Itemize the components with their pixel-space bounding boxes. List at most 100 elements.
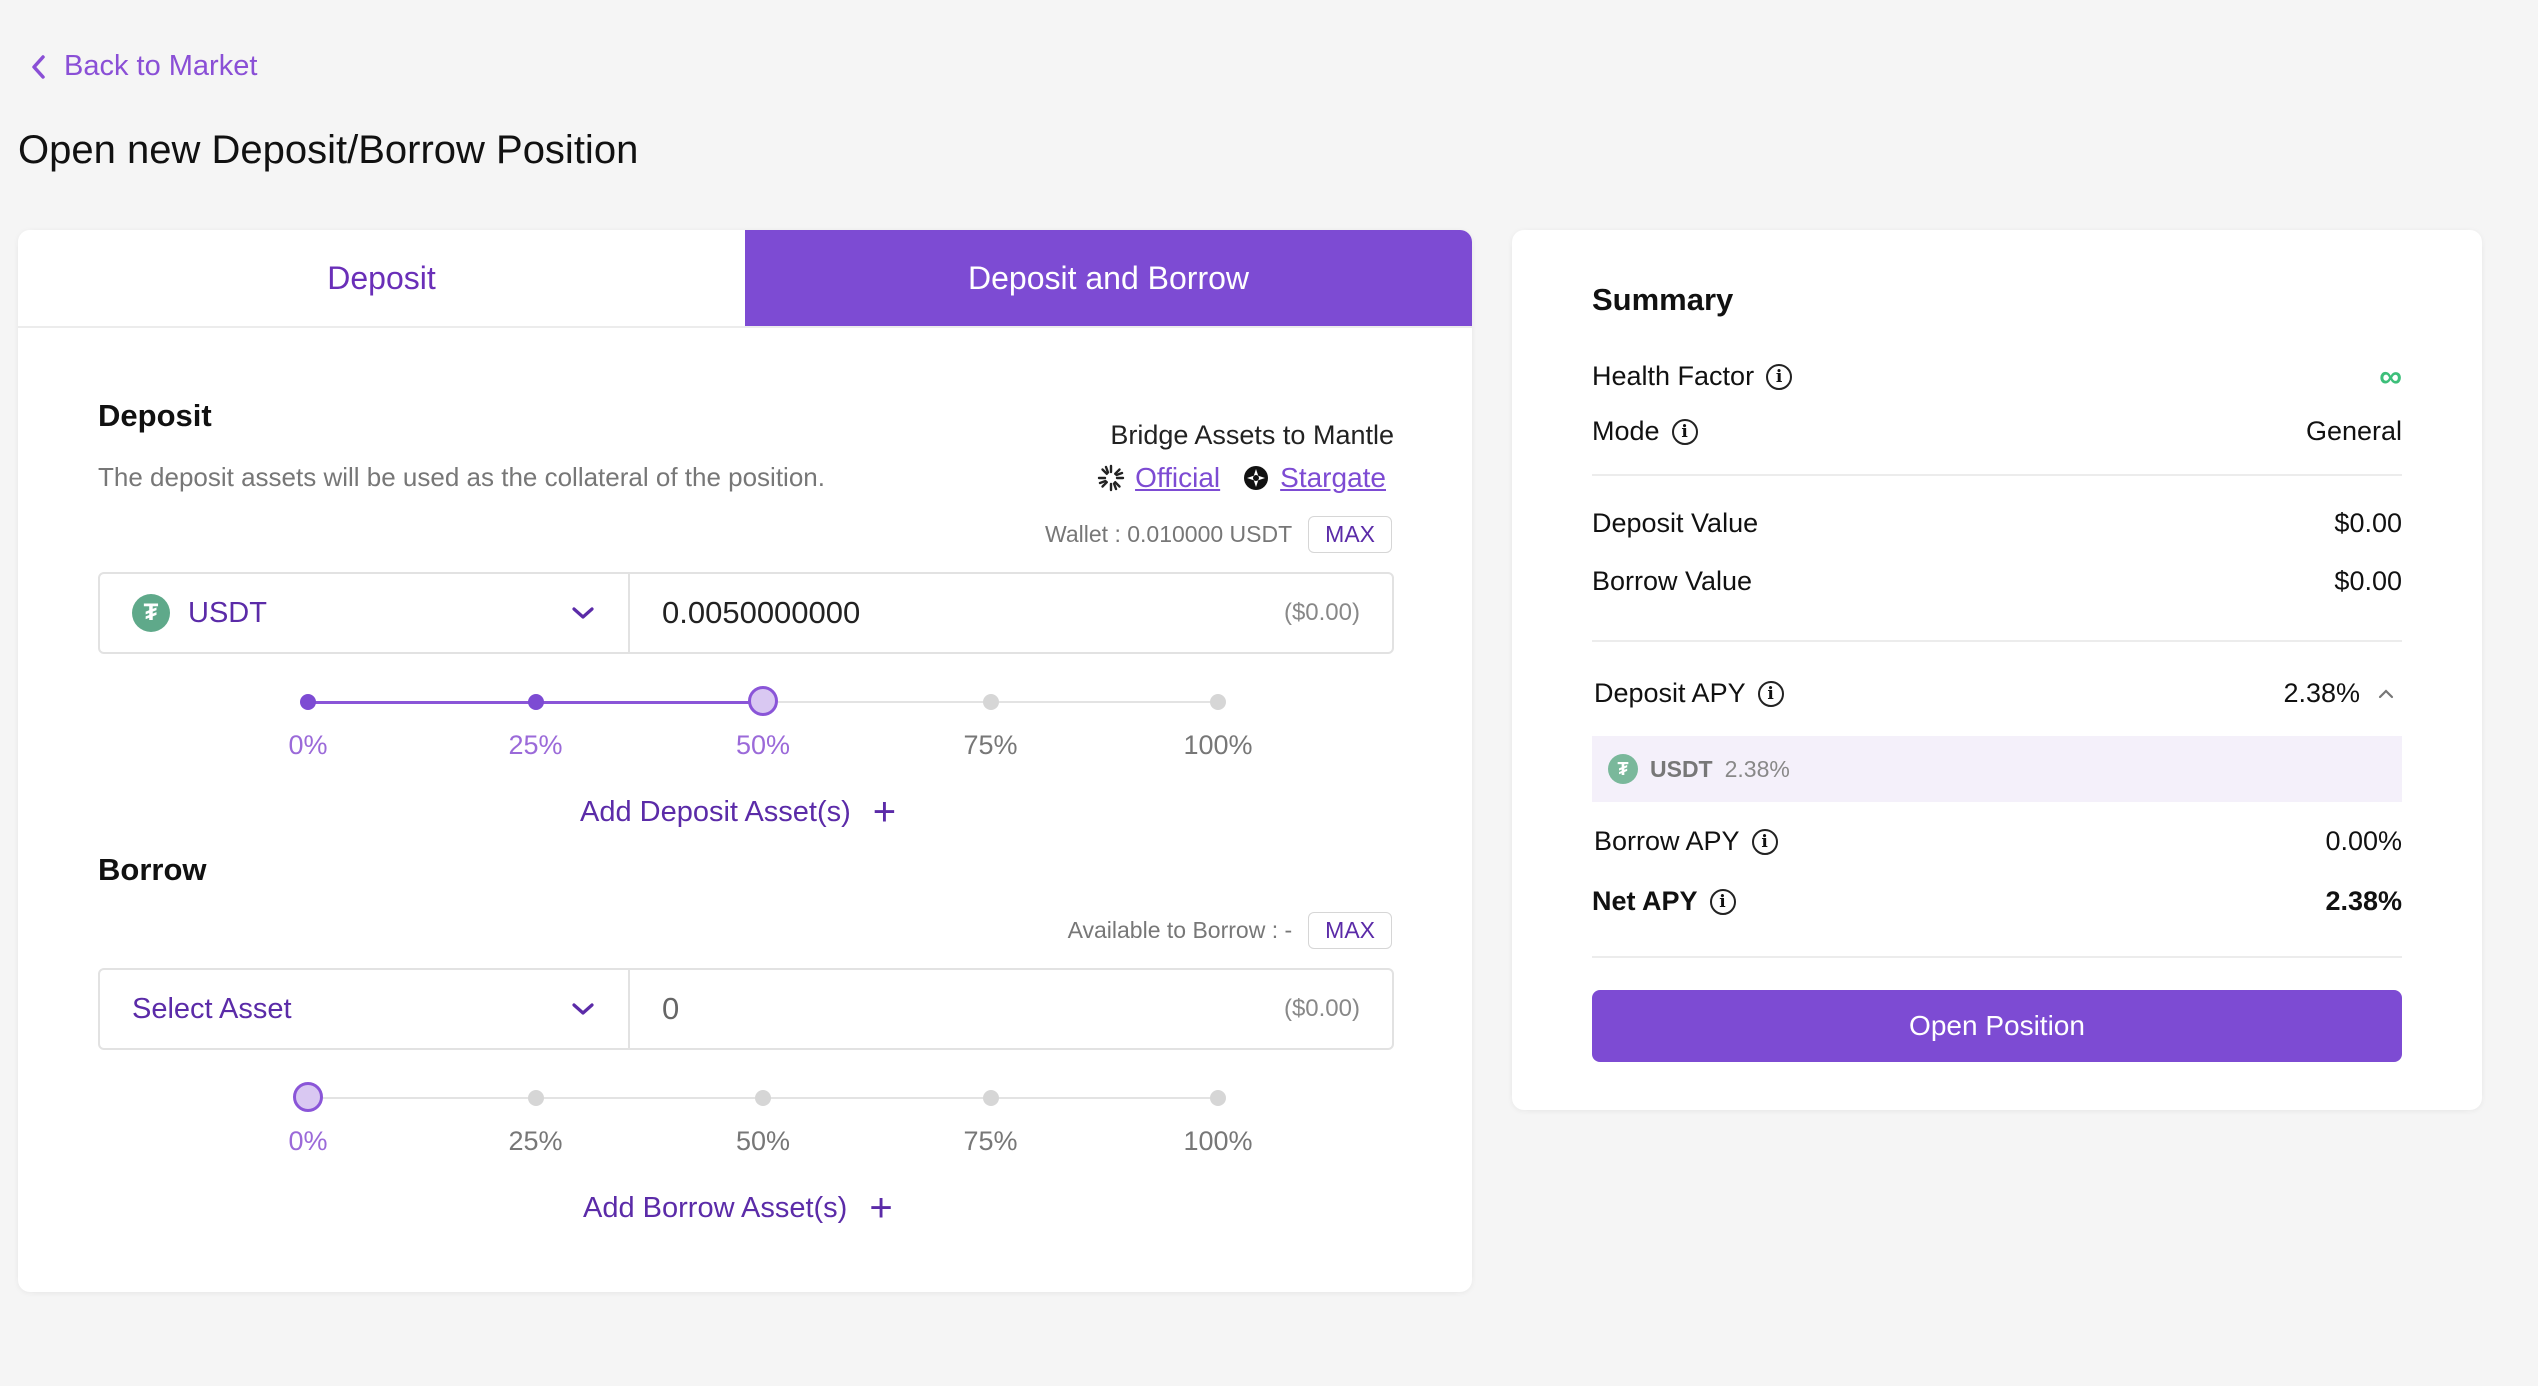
- health-factor-row: Health Factor i ∞: [1592, 358, 2402, 395]
- deposit-slider-tick-label[interactable]: 50%: [735, 730, 791, 760]
- tab-deposit-and-borrow[interactable]: Deposit and Borrow: [745, 230, 1472, 326]
- borrow-amount-value[interactable]: 0: [662, 991, 680, 1026]
- borrow-slider-tick-label[interactable]: 100%: [1183, 1126, 1253, 1156]
- add-borrow-asset-label: Add Borrow Asset(s): [583, 1191, 848, 1224]
- add-borrow-asset-button[interactable]: Add Borrow Asset(s) +: [583, 1188, 893, 1228]
- health-factor-value: ∞: [2379, 358, 2402, 394]
- borrow-section-title: Borrow: [98, 852, 207, 887]
- deposit-percent-slider[interactable]: [300, 682, 1226, 722]
- add-deposit-asset-button[interactable]: Add Deposit Asset(s) +: [580, 792, 896, 832]
- tether-icon: ₮: [132, 594, 170, 632]
- borrow-value-row: Borrow Value $0.00: [1592, 566, 2402, 597]
- deposit-slider-ticks: 0% 25% 50% 75% 100%: [288, 730, 1252, 766]
- bridge-links: Official Stargate: [1097, 462, 1386, 494]
- deposit-slider-tick-label[interactable]: 75%: [963, 730, 1018, 760]
- borrow-asset-select[interactable]: Select Asset: [100, 970, 630, 1048]
- wallet-balance-row: Wallet : 0.010000 USDT MAX: [1045, 516, 1392, 553]
- mode-value: General: [2305, 416, 2402, 446]
- deposit-value: $0.00: [2334, 508, 2402, 538]
- borrow-slider-stop[interactable]: [755, 1090, 771, 1106]
- open-position-button[interactable]: Open Position: [1592, 990, 2402, 1062]
- borrow-slider-tick-label[interactable]: 25%: [508, 1126, 563, 1156]
- borrow-slider-stop[interactable]: [982, 1090, 999, 1106]
- borrow-slider-tick-label[interactable]: 0%: [288, 1126, 328, 1156]
- net-apy-label: Net APY: [1592, 886, 1698, 916]
- deposit-apy-breakdown: ₮ USDT 2.38%: [1592, 736, 2402, 802]
- net-apy-value: 2.38%: [2325, 886, 2402, 916]
- borrow-apy-value: 0.00%: [2325, 826, 2402, 856]
- chevron-left-icon: [32, 54, 45, 79]
- health-factor-label: Health Factor: [1592, 361, 1755, 391]
- plus-icon: +: [872, 790, 897, 834]
- deposit-amount-usd: ($0.00): [1283, 599, 1360, 626]
- deposit-asset-select[interactable]: ₮ USDT: [100, 574, 630, 652]
- deposit-description: The deposit assets will be used as the c…: [98, 462, 825, 492]
- bridge-title: Bridge Assets to Mantle: [1110, 420, 1394, 450]
- mode-row: Mode i General: [1592, 416, 2402, 447]
- deposit-slider-tick-label[interactable]: 0%: [288, 730, 328, 760]
- borrow-value: $0.00: [2334, 566, 2402, 596]
- info-icon[interactable]: i: [1757, 680, 1784, 707]
- back-label: Back to Market: [64, 50, 258, 82]
- stargate-icon: [1244, 466, 1269, 490]
- borrow-percent-slider[interactable]: [293, 1078, 1226, 1118]
- info-icon[interactable]: i: [1751, 828, 1778, 855]
- deposit-amount-field[interactable]: 0.0050000000 ($0.00): [630, 574, 1392, 652]
- deposit-value-row: Deposit Value $0.00: [1592, 508, 2402, 539]
- deposit-asset-label: USDT: [188, 596, 267, 629]
- wallet-balance: Wallet : 0.010000 USDT: [1045, 521, 1293, 547]
- borrow-asset-label: Select Asset: [132, 992, 292, 1025]
- back-to-market-link[interactable]: Back to Market: [28, 50, 257, 83]
- deposit-amount-value[interactable]: 0.0050000000: [662, 595, 861, 630]
- add-deposit-asset-label: Add Deposit Asset(s): [580, 795, 851, 828]
- available-to-borrow: Available to Borrow : -: [1067, 917, 1293, 943]
- chevron-up-icon[interactable]: [2376, 687, 2396, 701]
- borrow-max-button[interactable]: MAX: [1308, 912, 1392, 949]
- deposit-slider-tick-label[interactable]: 25%: [508, 730, 563, 760]
- official-bridge-link[interactable]: Official: [1135, 462, 1221, 493]
- deposit-slider-stop[interactable]: [300, 694, 316, 710]
- borrow-slider-ticks: 0% 25% 50% 75% 100%: [288, 1126, 1252, 1162]
- plus-icon: +: [869, 1186, 893, 1230]
- borrow-slider-knob[interactable]: [293, 1082, 323, 1112]
- info-icon[interactable]: i: [1709, 888, 1736, 915]
- borrow-slider-tick-label[interactable]: 75%: [963, 1126, 1018, 1156]
- page-title: Open new Deposit/Borrow Position: [18, 128, 639, 172]
- borrow-slider-tick-label[interactable]: 50%: [735, 1126, 791, 1156]
- chevron-down-icon: [572, 607, 594, 619]
- apy-asset-value: 2.38%: [1724, 755, 1790, 782]
- borrow-input-row: Select Asset 0 ($0.00): [98, 968, 1394, 1050]
- chevron-down-icon: [572, 1003, 594, 1015]
- mode-label: Mode: [1592, 416, 1660, 446]
- borrow-amount-usd: ($0.00): [1283, 995, 1360, 1022]
- position-form-card: Deposit Deposit and Borrow Deposit The d…: [18, 230, 1472, 1292]
- deposit-max-button[interactable]: MAX: [1308, 516, 1392, 553]
- divider: [1592, 640, 2402, 642]
- deposit-value-label: Deposit Value: [1592, 508, 1759, 538]
- borrow-apy-label: Borrow APY: [1594, 826, 1740, 856]
- deposit-slider-stop[interactable]: [527, 694, 544, 710]
- info-icon[interactable]: i: [1671, 418, 1698, 445]
- info-icon[interactable]: i: [1766, 363, 1793, 390]
- deposit-input-row: ₮ USDT 0.0050000000 ($0.00): [98, 572, 1394, 654]
- deposit-slider-stop[interactable]: [1210, 694, 1226, 710]
- deposit-slider-knob[interactable]: [748, 686, 778, 716]
- tether-icon: ₮: [1608, 754, 1638, 784]
- net-apy-row: Net APY i 2.38%: [1592, 886, 2402, 917]
- borrow-amount-field[interactable]: 0 ($0.00): [630, 970, 1392, 1048]
- summary-card: Summary Health Factor i ∞ Mode i General D…: [1512, 230, 2482, 1110]
- tab-deposit[interactable]: Deposit: [18, 230, 745, 326]
- stargate-bridge-link[interactable]: Stargate: [1280, 462, 1386, 493]
- borrow-slider-stop[interactable]: [1210, 1090, 1226, 1106]
- deposit-slider-tick-label[interactable]: 100%: [1183, 730, 1253, 760]
- borrow-slider-stop[interactable]: [527, 1090, 544, 1106]
- deposit-section-title: Deposit: [98, 398, 212, 433]
- divider: [1592, 474, 2402, 476]
- deposit-slider-stop[interactable]: [982, 694, 999, 710]
- summary-title: Summary: [1592, 282, 1734, 317]
- official-bridge-icon: [1097, 464, 1125, 492]
- borrow-apy-row: Borrow APY i 0.00%: [1594, 826, 2402, 857]
- available-borrow-row: Available to Borrow : - MAX: [1068, 912, 1392, 949]
- borrow-value-label: Borrow Value: [1592, 566, 1753, 596]
- deposit-apy-row[interactable]: Deposit APY i 2.38%: [1594, 678, 2402, 709]
